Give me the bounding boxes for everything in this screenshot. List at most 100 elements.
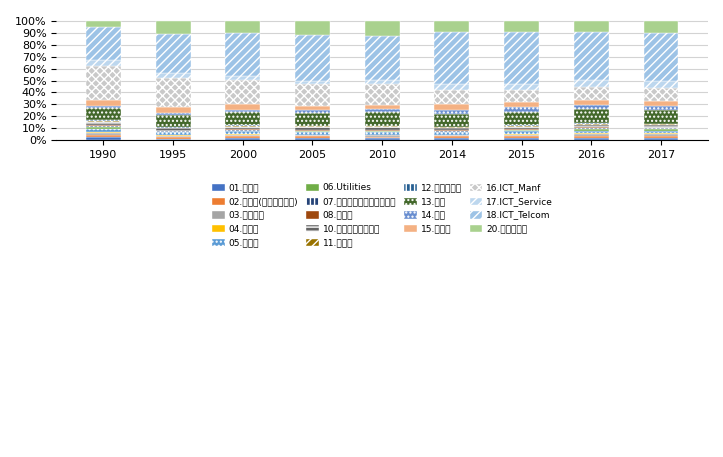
Bar <box>86 27 121 60</box>
Bar <box>643 133 678 134</box>
Bar <box>155 139 191 140</box>
Bar <box>364 21 400 37</box>
Bar <box>86 126 121 128</box>
Bar <box>435 130 469 131</box>
Bar <box>155 131 191 132</box>
Bar <box>574 136 609 138</box>
Bar <box>86 125 121 126</box>
Bar <box>86 108 121 120</box>
Bar <box>643 110 678 124</box>
Bar <box>504 138 539 140</box>
Bar <box>295 113 330 126</box>
Bar <box>86 106 121 108</box>
Bar <box>155 133 191 135</box>
Bar <box>504 84 539 90</box>
Bar <box>295 35 330 80</box>
Bar <box>86 137 121 140</box>
Bar <box>643 81 678 88</box>
Bar <box>435 137 469 138</box>
Bar <box>364 105 400 109</box>
Bar <box>364 132 400 135</box>
Bar <box>295 130 330 131</box>
Bar <box>155 34 191 74</box>
Bar <box>155 78 191 107</box>
Bar <box>86 132 121 133</box>
Bar <box>643 134 678 136</box>
Bar <box>574 80 609 87</box>
Bar <box>435 110 469 114</box>
Bar <box>364 112 400 126</box>
Bar <box>574 105 609 109</box>
Bar <box>504 32 539 84</box>
Bar <box>226 76 260 80</box>
Bar <box>155 115 191 127</box>
Bar <box>574 87 609 100</box>
Bar <box>226 135 260 136</box>
Bar <box>643 33 678 81</box>
Bar <box>574 109 609 123</box>
Bar <box>295 110 330 113</box>
Bar <box>435 138 469 140</box>
Bar <box>504 126 539 127</box>
Bar <box>226 104 260 110</box>
Bar <box>574 134 609 136</box>
Bar <box>504 132 539 134</box>
Bar <box>226 21 260 33</box>
Bar <box>504 127 539 129</box>
Bar <box>574 100 609 105</box>
Bar <box>86 133 121 135</box>
Bar <box>226 129 260 130</box>
Bar <box>364 85 400 105</box>
Bar <box>226 125 260 126</box>
Bar <box>86 100 121 106</box>
Bar <box>643 125 678 128</box>
Bar <box>295 138 330 140</box>
Bar <box>295 127 330 130</box>
Bar <box>574 133 609 134</box>
Bar <box>226 131 260 134</box>
Bar <box>86 122 121 125</box>
Bar <box>435 90 469 104</box>
Bar <box>504 130 539 132</box>
Bar <box>155 128 191 131</box>
Bar <box>574 129 609 131</box>
Bar <box>574 131 609 133</box>
Bar <box>155 127 191 128</box>
Bar <box>435 132 469 135</box>
Bar <box>364 131 400 132</box>
Bar <box>364 137 400 138</box>
Bar <box>364 109 400 112</box>
Bar <box>86 128 121 129</box>
Bar <box>574 32 609 80</box>
Bar <box>86 66 121 100</box>
Bar <box>364 130 400 131</box>
Legend: 01.에너지, 02.원자재(화학금속목재), 03.기계장비, 04.자동차, 05.소비재, 06.Utilities, 07.숙박음식료개인서비스업, 0: 01.에너지, 02.원자재(화학금속목재), 03.기계장비, 04.자동차,… <box>208 180 557 250</box>
Bar <box>86 129 121 132</box>
Bar <box>574 123 609 124</box>
Bar <box>435 135 469 137</box>
Bar <box>295 106 330 110</box>
Bar <box>226 33 260 76</box>
Bar <box>86 121 121 122</box>
Bar <box>155 21 191 34</box>
Bar <box>226 127 260 129</box>
Bar <box>295 132 330 135</box>
Bar <box>574 124 609 125</box>
Bar <box>643 138 678 140</box>
Bar <box>295 84 330 106</box>
Bar <box>155 135 191 136</box>
Bar <box>643 101 678 106</box>
Bar <box>155 74 191 78</box>
Bar <box>643 131 678 133</box>
Bar <box>504 136 539 138</box>
Bar <box>155 107 191 113</box>
Bar <box>504 112 539 125</box>
Bar <box>574 138 609 140</box>
Bar <box>226 130 260 131</box>
Bar <box>574 125 609 128</box>
Bar <box>155 136 191 137</box>
Bar <box>295 126 330 127</box>
Bar <box>364 138 400 140</box>
Bar <box>504 107 539 112</box>
Bar <box>435 104 469 110</box>
